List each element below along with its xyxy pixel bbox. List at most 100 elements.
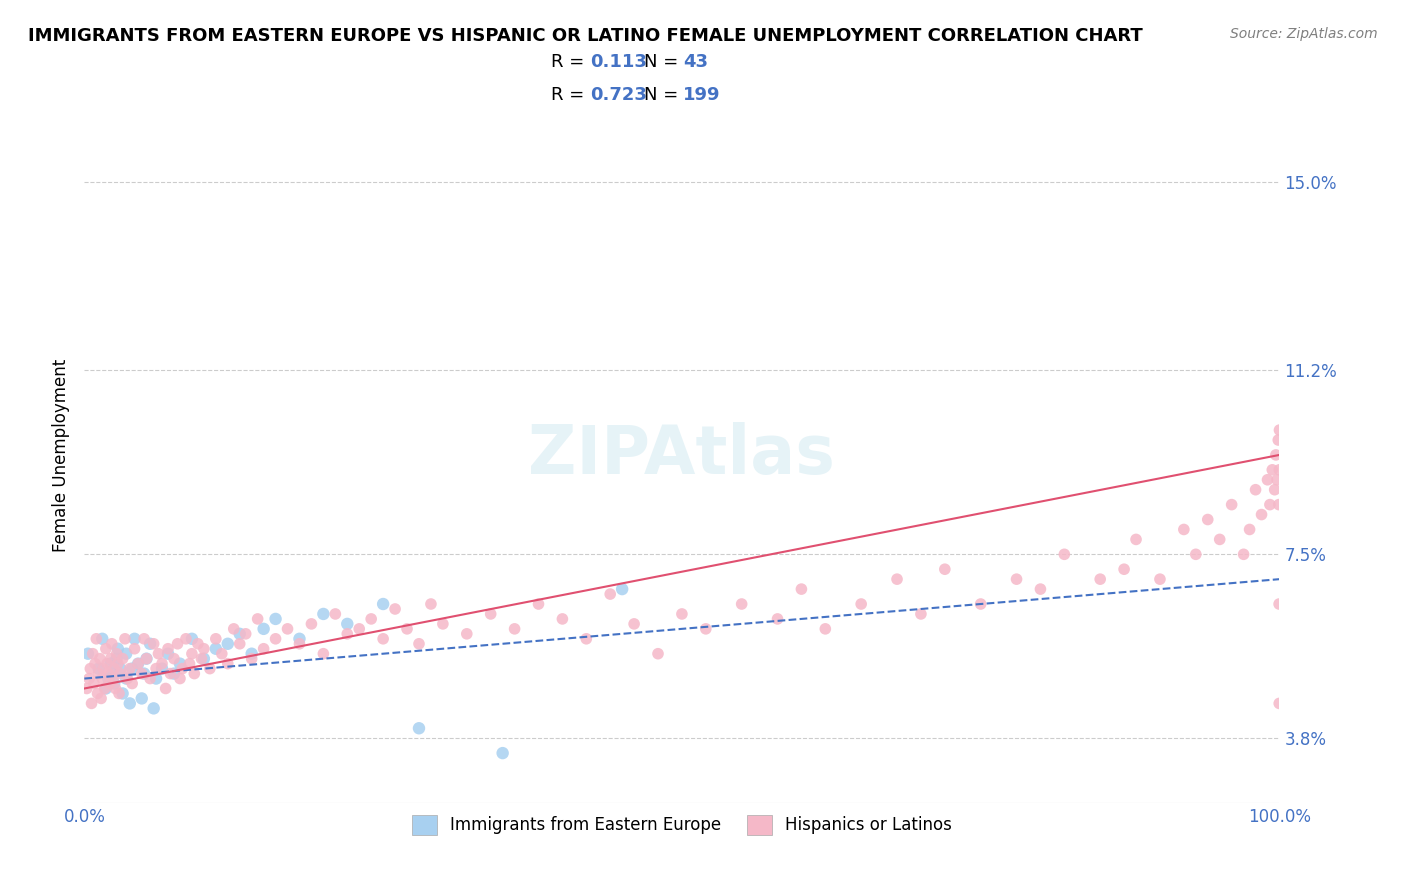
Point [101,666,124,681]
Point [1376,473,1399,487]
Text: 43: 43 [683,54,709,71]
Point [1340,423,1362,437]
Point [87,666,110,681]
Point [101,637,124,651]
Point [127,657,149,671]
Point [1292,413,1315,427]
Point [198,662,221,676]
Point [599,587,621,601]
Point [312,647,335,661]
Point [132,632,156,646]
Point [124,641,146,656]
Point [142,701,165,715]
Point [135,651,157,665]
Point [432,616,454,631]
Point [408,721,430,735]
Point [107,641,129,656]
Text: 0.113: 0.113 [591,54,647,71]
Point [503,622,526,636]
Point [89,651,111,665]
Point [1233,547,1256,561]
Point [1268,697,1291,711]
Point [148,647,170,661]
Point [77,672,100,686]
Point [240,647,263,661]
Point [110,666,132,681]
Point [169,657,191,671]
Point [264,632,287,646]
Point [1400,433,1406,447]
Point [373,597,395,611]
Point [121,676,143,690]
Point [163,651,186,665]
Point [1197,512,1219,526]
Point [288,637,311,651]
Point [253,622,276,636]
Point [94,681,117,696]
Point [163,666,186,681]
Point [277,622,299,636]
Point [84,657,107,671]
Point [349,622,371,636]
Point [222,622,245,636]
Point [325,607,347,621]
Point [934,562,956,576]
Y-axis label: Female Unemployment: Female Unemployment [52,359,70,551]
Point [1353,448,1375,462]
Point [1305,433,1327,447]
Point [229,627,252,641]
Point [1388,413,1406,427]
Point [1239,523,1261,537]
Point [97,666,120,681]
Point [205,632,228,646]
Point [169,672,191,686]
Text: 199: 199 [683,87,721,104]
Point [240,651,263,665]
Point [91,632,114,646]
Point [132,666,156,681]
Point [731,597,754,611]
Point [145,662,167,676]
Point [157,641,180,656]
Point [150,657,173,671]
Point [121,662,143,676]
Point [1053,547,1076,561]
Point [814,622,837,636]
Point [575,632,598,646]
Point [246,612,269,626]
Text: N =: N = [644,54,683,71]
Point [312,607,335,621]
Point [527,597,550,611]
Point [157,647,180,661]
Point [108,686,131,700]
Point [118,697,141,711]
Text: N =: N = [644,87,683,104]
Point [1364,384,1386,398]
Point [211,647,233,661]
Point [1029,582,1052,596]
Point [117,672,139,686]
Point [139,637,162,651]
Point [139,672,162,686]
Point [336,616,359,631]
Point [235,627,257,641]
Point [174,632,197,646]
Point [1173,523,1195,537]
Text: 0.723: 0.723 [591,87,647,104]
Point [1250,508,1272,522]
Point [80,697,103,711]
Point [179,657,201,671]
Point [851,597,873,611]
Point [96,657,118,671]
Point [288,632,311,646]
Point [1281,448,1303,462]
Point [187,637,209,651]
Point [155,681,177,696]
Point [190,651,212,665]
Point [103,676,125,690]
Point [111,651,134,665]
Point [115,647,138,661]
Point [1125,533,1147,547]
Point [1257,473,1279,487]
Point [193,641,215,656]
